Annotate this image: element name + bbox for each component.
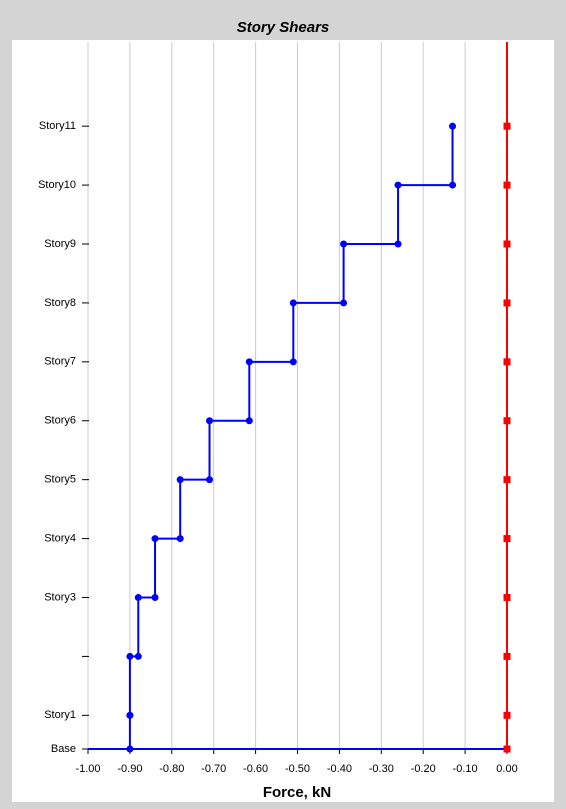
zero-point [503, 358, 511, 366]
zero-point [503, 417, 511, 425]
plot-background [12, 40, 554, 802]
zero-point [503, 594, 511, 601]
zero-point [503, 299, 511, 307]
x-tick-label: -0.20 [411, 763, 436, 775]
chart-title: Story Shears [237, 19, 330, 36]
x-tick-label: -0.30 [369, 763, 394, 775]
zero-point [503, 652, 511, 660]
shear-point [151, 594, 159, 601]
x-tick-label: -1.00 [75, 763, 100, 775]
shear-point [176, 476, 184, 484]
zero-point [503, 476, 511, 484]
zero-point [503, 535, 511, 543]
y-tick-label: Story10 [38, 179, 76, 191]
shear-point [394, 181, 402, 189]
shear-point [126, 652, 134, 660]
x-tick-label: -0.60 [243, 763, 268, 775]
y-tick-label: Story7 [44, 356, 76, 368]
shear-point [126, 745, 134, 753]
x-tick-label: -0.40 [327, 763, 352, 775]
zero-point [503, 240, 511, 248]
zero-point [503, 745, 511, 753]
shear-point [340, 240, 348, 248]
x-tick-label: 0.00 [496, 763, 517, 775]
y-tick-label: Base [51, 743, 76, 755]
shear-point [176, 535, 184, 543]
shear-point [151, 535, 159, 543]
y-tick-label: Story9 [44, 238, 76, 250]
y-tick-label: Story5 [44, 474, 76, 486]
shear-point [340, 299, 348, 307]
zero-point [503, 181, 511, 189]
y-tick-label: Story6 [44, 415, 76, 427]
x-tick-label: -0.10 [453, 763, 478, 775]
shear-point [206, 476, 214, 484]
shear-point [126, 711, 134, 719]
x-tick-label: -0.70 [201, 763, 226, 775]
y-tick-label: Story4 [44, 532, 76, 544]
zero-point [503, 122, 511, 130]
shear-point [449, 122, 457, 130]
shear-point [245, 358, 253, 366]
x-axis-title: Force, kN [263, 784, 331, 801]
shear-point [394, 240, 402, 248]
x-tick-label: -0.90 [117, 763, 142, 775]
y-tick-label: Story1 [44, 709, 76, 721]
shear-point [449, 181, 457, 189]
y-tick-label: Story3 [44, 591, 76, 603]
shear-point [134, 594, 142, 601]
shear-point [289, 358, 297, 366]
shear-point [245, 417, 253, 425]
y-tick-label: Story11 [39, 120, 76, 132]
x-tick-label: -0.80 [159, 763, 184, 775]
shear-point [134, 652, 142, 660]
x-tick-label: -0.50 [285, 763, 310, 775]
y-tick-label: Story8 [44, 297, 76, 309]
shear-point [206, 417, 214, 425]
shear-point [289, 299, 297, 307]
zero-point [503, 711, 511, 719]
